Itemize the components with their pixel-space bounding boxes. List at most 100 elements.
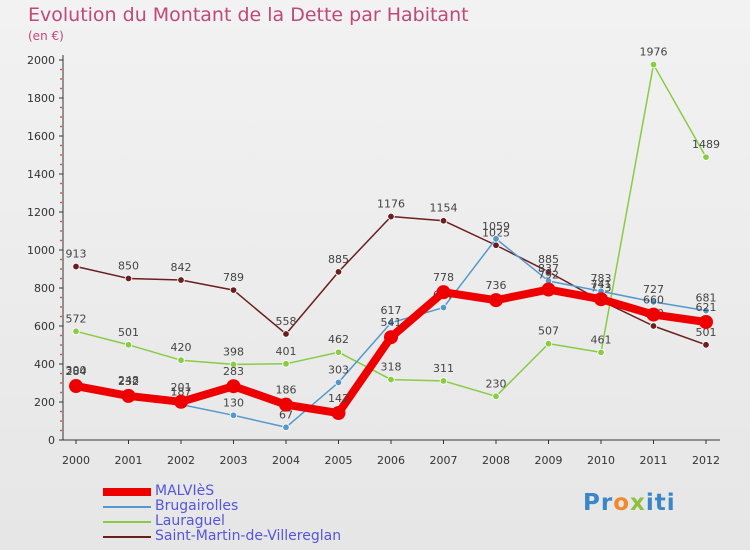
data-label: 420 [171,341,192,354]
data-point [124,274,133,283]
chart-subtitle: (en €) [28,29,64,43]
data-point [282,423,290,431]
data-label: 501 [696,326,717,339]
data-point [597,348,605,357]
y-minor-tick [60,144,62,147]
data-point [702,306,710,315]
data-point [229,360,238,369]
y-tick-label: 0 [48,434,55,447]
x-tick-label: 2010 [587,454,615,467]
proxiti-logo: Proxiti [583,490,676,516]
data-label: 792 [538,269,559,282]
data-label: 130 [223,396,244,409]
y-tick-label: 1400 [27,168,55,181]
data-point [646,307,661,322]
data-label: 778 [433,271,454,284]
data-point [331,406,346,421]
data-label: 789 [223,271,244,284]
data-label: 187 [171,385,192,398]
data-label: 401 [276,345,297,358]
data-point [384,330,398,345]
data-label: 558 [276,315,297,328]
data-label: 230 [486,377,507,390]
y-minor-tick [60,429,62,432]
data-label: 727 [643,283,664,296]
y-minor-tick [60,391,62,394]
y-minor-tick [60,239,62,242]
data-point [544,339,553,348]
x-tick-label: 2012 [692,454,720,467]
legend-item: Saint-Martin-de-Villereglan [103,529,341,544]
data-point [229,411,238,419]
y-minor-tick [60,182,62,185]
data-point [226,379,241,394]
data-point [492,235,500,243]
data-point [702,341,710,349]
data-label: 142 [328,392,349,405]
y-minor-tick [60,372,62,375]
data-point [279,397,293,412]
data-label: 572 [66,312,87,325]
data-label: 232 [118,375,139,388]
y-minor-tick [60,192,62,194]
y-minor-tick [60,116,62,118]
data-point [387,212,395,221]
data-point [387,375,395,384]
data-label: 461 [591,333,612,346]
data-point [282,330,290,338]
data-point [439,217,448,225]
y-tick-label: 1000 [27,244,55,257]
data-point [282,360,290,368]
data-label: 1489 [692,138,720,151]
data-label: 541 [381,316,402,329]
data-point [387,319,395,327]
data-label: 617 [381,304,402,317]
data-label: 1154 [430,202,458,215]
y-minor-tick [60,315,62,318]
y-minor-tick [60,230,62,232]
y-minor-tick [60,125,62,128]
data-label: 1025 [482,226,510,239]
data-label: 501 [118,326,139,339]
data-point [649,60,658,69]
data-label: 885 [328,253,349,266]
y-minor-tick [60,410,62,413]
data-label: 398 [223,345,244,358]
legend-label: Brugairolles [155,498,239,514]
data-label: 248 [118,374,139,387]
data-point [124,341,133,349]
data-point [334,378,343,387]
x-tick-label: 2005 [325,454,353,467]
data-point [334,268,343,276]
x-tick-label: 2011 [640,454,668,467]
y-minor-tick [60,420,62,422]
data-point [594,292,608,307]
data-label: 311 [433,362,454,375]
x-tick-label: 2007 [430,454,458,467]
chart-legend: MALVIèS Brugairolles Lauraguel Saint-Martin… [103,484,341,544]
y-minor-tick [60,277,62,280]
data-label: 300 [66,364,87,377]
legend-item: MALVIèS [103,484,341,499]
data-label: 681 [696,292,717,305]
y-tick-label: 1600 [27,130,55,143]
data-point [229,286,238,294]
data-point [649,322,658,330]
data-point [439,303,448,312]
y-tick-label: 400 [34,358,55,371]
legend-item: Brugairolles [103,499,341,514]
y-minor-tick [60,344,62,346]
data-point [649,298,658,306]
data-label: 741 [591,278,612,291]
legend-swatch [103,535,151,538]
data-point [177,356,185,364]
data-point [699,315,713,330]
data-label: 462 [328,333,349,346]
data-point [72,262,80,271]
chart-title: Evolution du Montant de la Dette par Hab… [28,4,469,26]
legend-label: Saint-Martin-de-Villereglan [155,528,342,544]
data-point [702,153,710,161]
data-label: 913 [66,248,87,261]
x-tick-label: 2002 [167,454,195,467]
data-label: 507 [538,325,559,338]
